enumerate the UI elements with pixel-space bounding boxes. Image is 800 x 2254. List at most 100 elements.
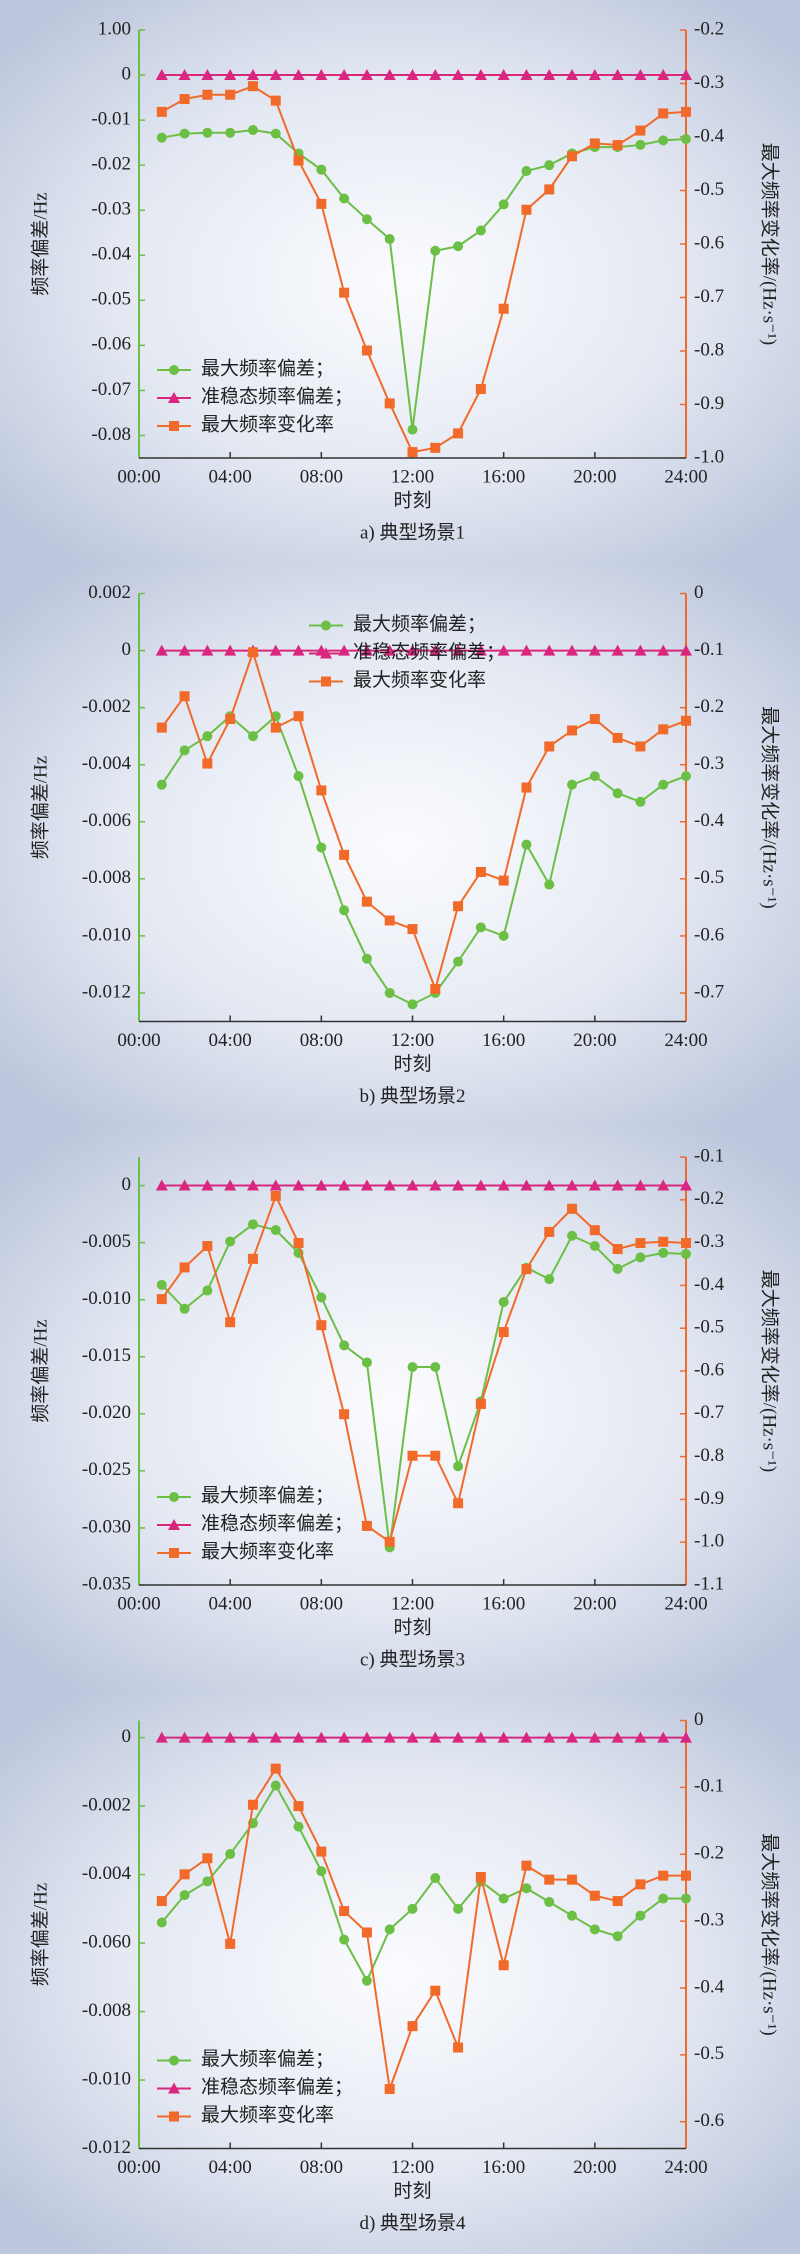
y-tick-label: -0.012 [82,2137,131,2158]
marker [316,1866,327,1877]
marker [407,424,418,435]
legend-label: 最大频率偏差； [353,613,486,635]
marker [681,1249,691,1260]
x-tick-label: 00:00 [117,2157,160,2178]
marker [429,1179,442,1191]
marker [384,1536,395,1547]
marker [612,1931,623,1942]
legend-marker [168,392,180,403]
y-tick-label: 0 [122,639,132,660]
y-tick-label: -0.06 [91,334,131,355]
x-tick-label: 16:00 [482,1593,525,1614]
marker [543,1731,556,1743]
marker [179,94,190,105]
y-tick-label: -0.008 [82,2000,131,2021]
y2-tick-label: -0.3 [694,1231,724,1252]
marker [635,1238,646,1249]
marker [270,1190,281,1201]
marker [178,1179,191,1191]
x-tick-label: 24:00 [664,466,707,487]
marker [178,1731,191,1743]
x-tick-label: 04:00 [209,1030,252,1051]
x-axis-label: 时刻 [393,2180,431,2202]
y2-tick-label: -0.7 [694,981,724,1002]
marker [156,1279,167,1290]
caption: c) 典型场景3 [360,1648,465,1670]
marker [475,1398,486,1409]
marker [474,644,487,656]
marker [589,1924,600,1935]
marker [658,1247,669,1258]
marker [475,1871,486,1882]
marker [497,1179,510,1191]
y-axis-label: 频率偏差/Hz [29,1319,51,1422]
marker [520,69,533,81]
panel: 0 -0.002 -0.004 -0.060 -0.008 -0.010 -0.012 0 -0… [0,1690,800,2254]
marker [225,1236,236,1247]
marker [612,140,623,151]
marker [315,69,328,81]
x-tick-label: 12:00 [391,1030,434,1051]
marker [407,1450,418,1461]
marker [247,647,258,658]
marker [681,1870,691,1881]
marker [566,1731,579,1743]
marker [224,1731,237,1743]
legend-label: 最大频率变化率 [201,2104,334,2126]
marker [202,89,213,100]
marker [384,1924,395,1935]
y-tick-label: 0.002 [88,582,131,603]
marker [430,442,441,453]
marker [338,69,351,81]
y2-tick-label: -0.6 [694,924,724,945]
marker [202,1241,213,1252]
marker [339,1906,350,1917]
y2-tick-label: -0.8 [694,1445,724,1466]
y2-tick-label: -0.2 [694,1188,724,1209]
marker [155,69,168,81]
marker [589,138,600,149]
marker [339,1409,350,1420]
marker [269,644,282,656]
marker [520,644,533,656]
marker [270,128,281,139]
marker [179,128,190,139]
marker [155,1731,168,1743]
marker [202,127,213,138]
marker [453,241,464,252]
legend-label: 最大频率变化率 [201,413,334,435]
marker [589,1225,600,1236]
marker [384,234,395,245]
y2-tick-label: -0.4 [694,125,725,146]
legend-marker [169,2111,179,2122]
marker [498,930,509,941]
x-tick-label: 20:00 [573,2157,616,2178]
marker [567,1910,578,1921]
marker [202,1853,213,1864]
marker [498,875,509,886]
marker [246,69,259,81]
x-tick-label: 08:00 [300,1593,343,1614]
marker [544,160,555,171]
y2-tick-label: 0 [694,582,704,603]
marker [658,135,669,146]
marker [634,1179,647,1191]
marker [544,1226,555,1237]
marker [453,2042,464,2053]
marker [339,1340,350,1351]
marker [315,1731,328,1743]
x-tick-label: 08:00 [300,2157,343,2178]
marker [474,69,487,81]
marker [658,1893,669,1904]
legend-marker [169,1492,179,1502]
y-tick-label: -0.002 [82,1794,131,1815]
marker [383,644,396,656]
y2-tick-label: 0 [694,1709,704,1730]
y-tick-label: -0.006 [82,810,131,831]
marker [475,383,486,394]
marker [429,1731,442,1743]
marker [544,741,555,752]
marker [567,151,578,162]
marker [657,1731,670,1743]
marker [474,1731,487,1743]
